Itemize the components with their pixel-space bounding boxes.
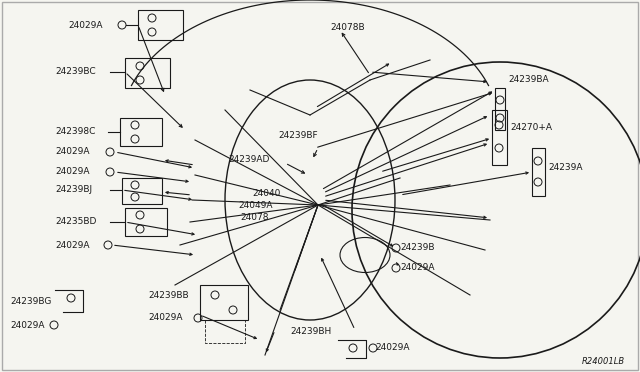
Text: 24239BG: 24239BG (10, 298, 51, 307)
Bar (532, 148, 545, 196)
Text: 24239BJ: 24239BJ (55, 186, 92, 195)
Text: 24239A: 24239A (548, 164, 582, 173)
Bar (125, 208, 167, 236)
Text: 24235BD: 24235BD (55, 218, 97, 227)
Text: 24049A: 24049A (238, 201, 273, 209)
Bar (495, 88, 505, 130)
Text: 24239BC: 24239BC (55, 67, 95, 77)
Text: 24239BF: 24239BF (278, 131, 317, 140)
Bar (200, 285, 248, 320)
Bar (138, 10, 183, 40)
Text: 24270+A: 24270+A (510, 124, 552, 132)
Text: 24239BB: 24239BB (148, 291, 189, 299)
Text: 24029A: 24029A (68, 20, 102, 29)
Text: 24029A: 24029A (55, 241, 90, 250)
Text: 24239BH: 24239BH (290, 327, 332, 337)
Bar (125, 58, 170, 88)
Text: 24029A: 24029A (400, 263, 435, 273)
Text: 24029A: 24029A (148, 314, 182, 323)
Text: 24040: 24040 (252, 189, 280, 198)
Text: 24078B: 24078B (330, 23, 365, 32)
Text: 24029A: 24029A (10, 321, 45, 330)
Text: 24029A: 24029A (375, 343, 410, 353)
Bar (122, 178, 162, 204)
Text: 242398C: 242398C (55, 128, 95, 137)
Text: 24239B: 24239B (400, 244, 435, 253)
Text: R24001LB: R24001LB (582, 357, 625, 366)
Text: 24078: 24078 (240, 214, 269, 222)
Text: 24029A: 24029A (55, 167, 90, 176)
Bar (492, 110, 507, 165)
Text: 24239AD: 24239AD (228, 155, 269, 164)
Text: 24239BA: 24239BA (508, 76, 548, 84)
Bar (120, 118, 162, 146)
Text: 24029A: 24029A (55, 148, 90, 157)
